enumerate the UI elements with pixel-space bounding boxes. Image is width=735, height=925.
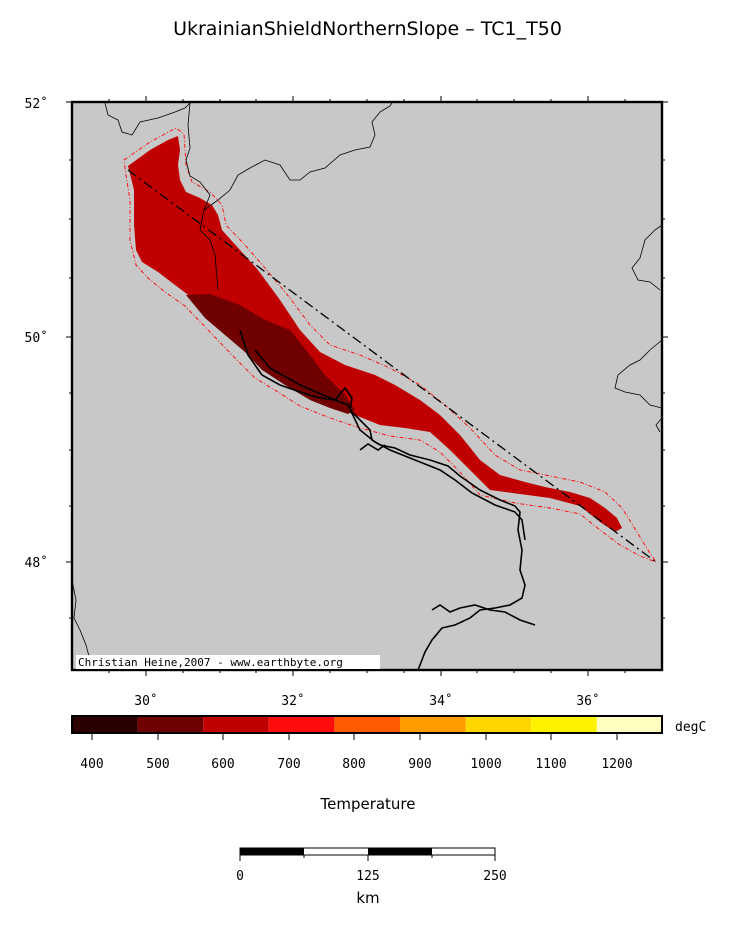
scale-bar <box>239 847 496 861</box>
colorbar-swatch-3 <box>268 716 335 733</box>
colorbar-unit: degC <box>675 720 706 735</box>
rivers-coastline <box>239 329 536 670</box>
colorbar-tick-800: 800 <box>342 757 365 772</box>
colorbar-tick-500: 500 <box>146 757 169 772</box>
colorbar-swatch-6 <box>465 716 532 733</box>
scale-tick-125: 125 <box>356 869 379 884</box>
credit-text: Christian Heine,2007 - www.earthbyte.org <box>78 656 343 669</box>
scale-tick-0: 0 <box>236 869 244 884</box>
colorbar-swatch-7 <box>531 716 597 733</box>
colorbar-tick-900: 900 <box>408 757 431 772</box>
colorbar-tick-600: 600 <box>211 757 234 772</box>
colorbar-swatch-0 <box>72 716 138 733</box>
colorbar-swatch-8 <box>596 716 662 733</box>
temperature-region-inner <box>186 294 355 414</box>
colorbar-swatch-5 <box>400 716 466 733</box>
lon-label-36: 36˚ <box>576 693 599 709</box>
colorbar-tick-400: 400 <box>80 757 103 772</box>
colorbar-label: Temperature <box>319 795 415 813</box>
colorbar-swatch-2 <box>203 716 269 733</box>
lon-label-32: 32˚ <box>281 693 304 709</box>
colorbar-swatch-1 <box>137 716 204 733</box>
lon-label-34: 34˚ <box>429 693 452 709</box>
colorbar-tick-700: 700 <box>277 757 300 772</box>
profile-line <box>127 169 657 563</box>
colorbar-swatch-4 <box>334 716 400 733</box>
scale-unit: km <box>356 889 379 907</box>
map-ticks <box>66 96 668 676</box>
lat-label-50: 50˚ <box>25 330 48 346</box>
region-outline <box>123 127 658 563</box>
credit-box <box>76 655 380 669</box>
scale-tick-250: 250 <box>483 869 506 884</box>
temperature-region-outer <box>128 136 622 532</box>
lat-label-52: 52˚ <box>25 96 48 112</box>
lat-label-48: 48˚ <box>25 555 48 571</box>
lon-label-30: 30˚ <box>134 693 157 709</box>
colorbar-tick-1200: 1200 <box>601 757 632 772</box>
colorbar-frame <box>71 715 663 734</box>
colorbar-tick-1000: 1000 <box>470 757 501 772</box>
colorbar <box>71 715 663 740</box>
page-title: UkrainianShieldNorthernSlope – TC1_T50 <box>173 18 562 40</box>
colorbar-tick-1100: 1100 <box>535 757 566 772</box>
